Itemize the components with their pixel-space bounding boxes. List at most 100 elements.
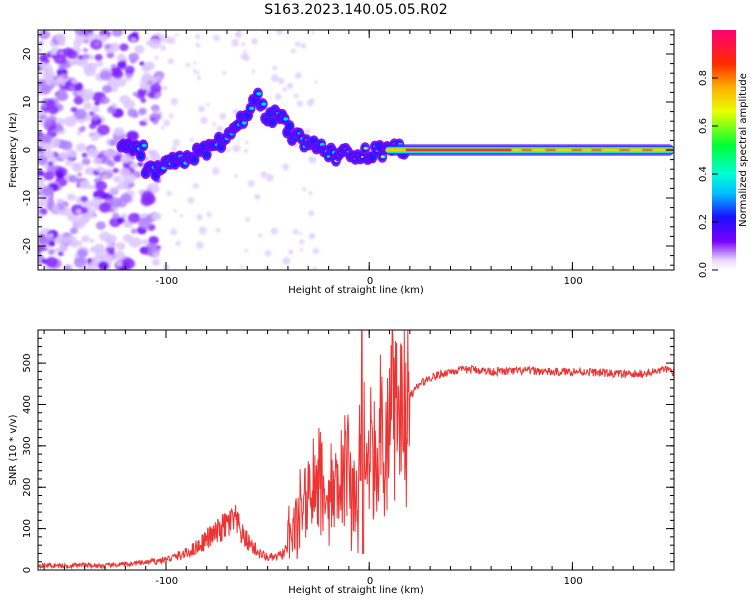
noise-blob [88, 185, 95, 190]
noise-blob [299, 247, 304, 252]
noise-blob [187, 197, 195, 204]
noise-blob [95, 221, 106, 230]
noise-blob [212, 167, 220, 175]
noise-blob [196, 75, 201, 80]
noise-blob [63, 116, 77, 127]
noise-blob [79, 180, 91, 190]
noise-blob [170, 228, 178, 236]
noise-blob [312, 247, 320, 255]
noise-blob [91, 113, 100, 121]
noise-blob [168, 113, 174, 119]
noise-blob [104, 43, 111, 50]
ridge-mid [286, 122, 294, 130]
noise-blob [140, 75, 149, 84]
noise-blob [38, 155, 48, 166]
noise-blob [47, 161, 54, 167]
noise-blob [242, 54, 250, 62]
noise-blob [89, 238, 95, 243]
noise-blob [212, 122, 217, 127]
noise-blob [55, 235, 67, 246]
noise-blob [57, 251, 64, 257]
noise-blob [47, 233, 54, 239]
noise-blob [78, 126, 86, 133]
noise-blob [38, 244, 44, 253]
noise-blob [90, 260, 99, 267]
noise-blob [295, 41, 301, 48]
noise-blob [163, 119, 170, 127]
noise-blob [131, 37, 136, 42]
snr-ticks [38, 329, 675, 571]
ridge-inner [261, 102, 267, 106]
colorbar-tick-label-3: 0.6 [698, 118, 709, 134]
noise-blob [129, 162, 137, 169]
noise-blob [87, 212, 95, 219]
noise-blob [162, 85, 168, 91]
noise-blob [304, 128, 311, 135]
noise-blob [129, 58, 137, 64]
noise-blob [48, 240, 56, 247]
noise-blob [81, 152, 88, 158]
noise-blob [77, 54, 84, 60]
noise-blob [147, 91, 156, 99]
noise-blob [42, 69, 56, 81]
noise-blob [94, 41, 100, 46]
y-tick-label-bottom-3: 300 [22, 436, 33, 455]
noise-blob [309, 98, 315, 104]
noise-blob [68, 175, 78, 183]
noise-blob [40, 178, 46, 184]
noise-blob [38, 169, 45, 177]
y-tick-label-top-0: -20 [22, 238, 33, 254]
noise-blob [43, 171, 55, 181]
noise-blob [137, 161, 144, 167]
noise-blob [93, 189, 106, 201]
noise-blob [83, 63, 94, 73]
noise-blob [122, 258, 136, 270]
noise-blob [128, 237, 142, 248]
noise-blob [147, 80, 153, 85]
noise-blob [151, 258, 161, 266]
noise-blob [294, 71, 302, 79]
noise-blob [38, 212, 44, 221]
noise-blob [312, 266, 318, 270]
noise-blob [134, 44, 145, 54]
noise-blob [92, 157, 103, 165]
noise-blob [69, 86, 75, 91]
noise-blob [270, 227, 279, 235]
spectrogram-ridge [116, 87, 674, 182]
noise-blob [66, 193, 76, 201]
noise-blob [110, 63, 117, 69]
noise-blob [95, 60, 104, 67]
ridge-inner [241, 121, 247, 125]
noise-blob [174, 33, 178, 37]
noise-blob [245, 217, 250, 222]
noise-blob [113, 127, 125, 137]
ridge-mid [268, 118, 276, 126]
noise-blob [38, 79, 47, 86]
noise-blob [103, 192, 114, 202]
noise-blob [113, 250, 126, 261]
noise-blob [147, 149, 156, 156]
noise-blob [282, 87, 287, 92]
y-tick-label-bottom-4: 400 [22, 395, 33, 414]
snr-frame [37, 329, 675, 571]
band-hot-segment [545, 148, 556, 152]
noise-blob [56, 198, 62, 204]
noise-blob [82, 102, 93, 111]
chart-title: S163.2023.140.05.05.R02 [264, 2, 447, 18]
noise-blob [44, 124, 49, 129]
y-axis-label-bottom: SNR (10 * v/v) [8, 414, 19, 485]
noise-blob [82, 89, 95, 99]
ridge-mid [137, 151, 145, 160]
noise-blob [111, 69, 124, 79]
noise-blob [96, 124, 110, 136]
noise-blob [175, 240, 181, 246]
noise-blob [264, 249, 272, 257]
y-tick-label-top-4: 20 [22, 48, 33, 61]
noise-blob [195, 42, 201, 48]
band-hot-segment [619, 148, 630, 152]
noise-blob [308, 191, 313, 196]
noise-blob [132, 91, 139, 97]
x-tick-label-top-0: -100 [155, 276, 178, 287]
noise-blob [148, 38, 162, 49]
